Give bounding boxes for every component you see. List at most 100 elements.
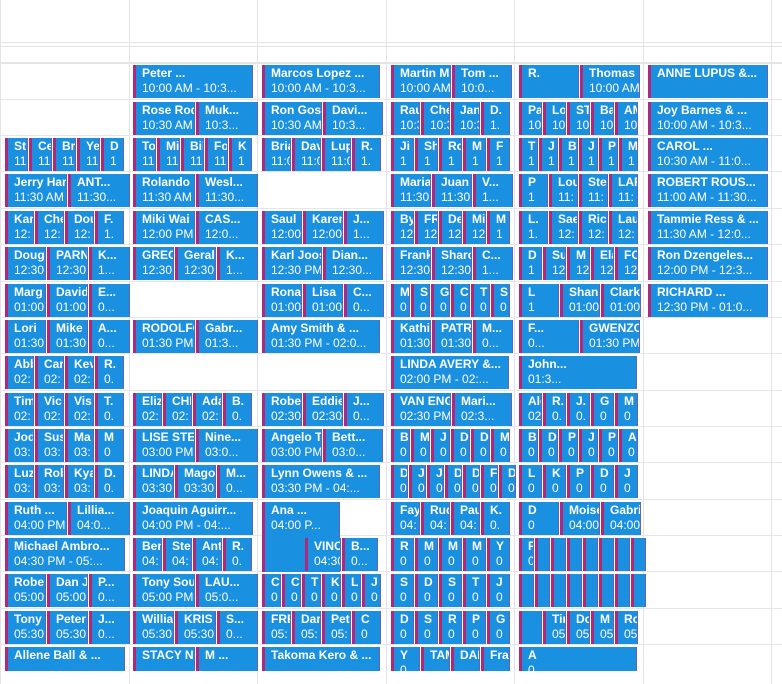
calendar-event[interactable]: Lou11:	[549, 174, 578, 207]
calendar-event[interactable]: Allene Ball & ...	[5, 647, 125, 671]
calendar-event[interactable]: P...0...	[89, 574, 130, 607]
calendar-event[interactable]: PATR 01:30	[432, 320, 472, 353]
calendar-event[interactable]: M 05	[591, 611, 614, 644]
calendar-event[interactable]: B. 0.	[223, 393, 252, 426]
calendar-event[interactable]: Joaquin Aguirr... 04:00 PM - 04:...	[133, 502, 253, 535]
calendar-event[interactable]: Rob03:	[35, 465, 64, 498]
calendar-event[interactable]: GWENZO 01:30 PM	[580, 320, 640, 353]
calendar-event[interactable]: P...0...	[519, 538, 534, 571]
calendar-event[interactable]: Mari... 02:3...	[452, 393, 512, 426]
calendar-event[interactable]: S... 0...	[217, 611, 258, 644]
calendar-event[interactable]: Vis 02:	[65, 393, 94, 426]
calendar-event[interactable]: Rolando 11:30 AM	[133, 174, 195, 207]
calendar-event[interactable]: Mago 03:30	[175, 465, 216, 498]
calendar-event[interactable]: PARN 12:30	[47, 247, 88, 280]
calendar-event[interactable]: Ste 04:	[163, 538, 192, 571]
calendar-event[interactable]	[615, 574, 630, 607]
calendar-event[interactable]: K... 1...	[217, 247, 258, 280]
calendar-event[interactable]: Dian... 12:30...	[323, 247, 383, 280]
calendar-event[interactable]: Pau04:	[451, 502, 480, 535]
calendar-event[interactable]: Peter 05:30	[47, 611, 88, 644]
calendar-event[interactable]: M ...	[196, 647, 258, 671]
calendar-event[interactable]	[567, 574, 582, 607]
calendar-event[interactable]: Eliz 02:	[133, 393, 162, 426]
calendar-event[interactable]: FO12	[615, 247, 638, 280]
calendar-event[interactable]: Willia 05:30	[133, 611, 174, 644]
calendar-event[interactable]: ANT... 11:30...	[68, 174, 130, 207]
calendar-event[interactable]	[567, 538, 582, 571]
calendar-event[interactable]: Ben04:	[133, 538, 162, 571]
calendar-event[interactable]: Takoma Kero & ...	[262, 647, 380, 671]
calendar-event[interactable]: Sharo12:30	[432, 247, 472, 280]
calendar-event[interactable]: Robe 02:30	[262, 393, 302, 426]
calendar-event[interactable]: J... 0...	[89, 611, 130, 644]
calendar-event[interactable]: J... 0...	[344, 393, 384, 426]
calendar-event[interactable]: Lynn Owens & ... 03:30 PM - 04:...	[262, 465, 380, 498]
calendar-event[interactable]: R. 0.	[95, 356, 124, 389]
calendar-event[interactable]: Ada02:	[193, 393, 222, 426]
calendar-event[interactable]: Ste 11:	[579, 174, 608, 207]
calendar-event[interactable]: Tony 05:30	[5, 611, 46, 644]
calendar-event[interactable]: Martin M 10:00 AM	[391, 65, 451, 98]
calendar-event[interactable]: Rud04:	[421, 502, 450, 535]
calendar-event[interactable]: Vic 02:	[35, 393, 64, 426]
calendar-event[interactable]	[551, 538, 566, 571]
calendar-event[interactable]: R.	[519, 65, 579, 98]
calendar-event[interactable]	[519, 611, 542, 644]
calendar-event[interactable]: Eddie 02:30	[303, 393, 343, 426]
calendar-event[interactable]: DAN	[451, 647, 480, 671]
calendar-event[interactable]: Kathi 01:30	[391, 320, 431, 353]
calendar-event[interactable]: T. 0.	[95, 393, 124, 426]
calendar-event[interactable]: D. 1.	[481, 102, 510, 135]
calendar-event[interactable]: Moisé04:00	[560, 502, 600, 535]
calendar-event[interactable]: Marg 01:00	[5, 284, 46, 317]
calendar-event[interactable]: Maria 11:30	[391, 174, 431, 207]
calendar-event[interactable]: LAU... 05:0...	[196, 574, 258, 607]
calendar-event[interactable]: Luz 03:	[5, 465, 34, 498]
calendar-event[interactable]: Ba10:	[591, 102, 614, 135]
calendar-event[interactable]: Tir05	[543, 611, 566, 644]
calendar-event[interactable]: VAN ENG 02:30 PM	[391, 393, 451, 426]
calendar-event[interactable]: Clark 01:00	[601, 284, 641, 317]
calendar-event[interactable]: LISE STE 03:00 PM	[133, 429, 195, 462]
calendar-event[interactable]: Karl Joos 12:30 PM	[262, 247, 322, 280]
calendar-event[interactable]: Wesl... 11:30...	[196, 174, 258, 207]
calendar-event[interactable]: F. 1.	[95, 211, 124, 244]
calendar-event[interactable]: FRE05:	[262, 611, 291, 644]
calendar-event[interactable]: Lau12:	[609, 211, 638, 244]
calendar-event[interactable]: ROBERT ROUS... 11:00 AM - 11:30...	[648, 174, 768, 207]
calendar-event[interactable]: Patri...10:0...	[519, 102, 542, 135]
calendar-event[interactable]: Che12:	[35, 211, 64, 244]
calendar-event[interactable]: F... 0...	[519, 320, 579, 353]
calendar-event[interactable]: Ji 1	[391, 138, 414, 171]
calendar-event[interactable]: Kya03:	[65, 465, 94, 498]
calendar-event[interactable]: Kev02:	[65, 356, 94, 389]
calendar-event[interactable]: RODOLFO01:30 PM	[133, 320, 195, 353]
calendar-event[interactable]	[519, 574, 534, 607]
calendar-event[interactable]: Amy Smith & ... 01:30 PM - 02:0...	[262, 320, 380, 353]
